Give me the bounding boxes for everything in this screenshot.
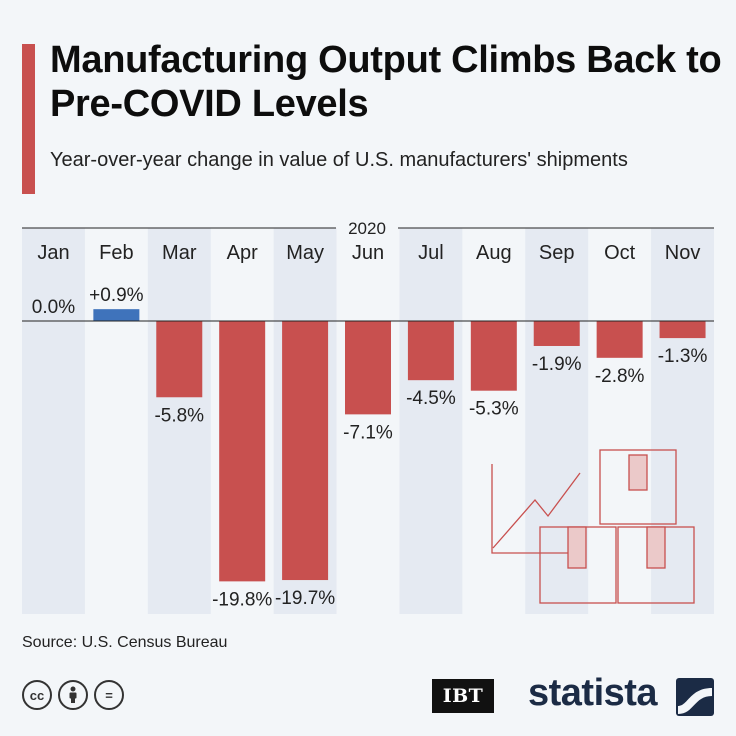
x-tick-label: Jul <box>418 242 444 264</box>
bar <box>282 321 329 581</box>
bar <box>93 309 140 321</box>
x-tick-label: Aug <box>476 242 512 264</box>
illustration-box <box>599 449 677 525</box>
data-label: -1.9% <box>532 354 582 375</box>
x-tick-label: Jan <box>37 242 69 264</box>
data-label: -19.7% <box>275 588 335 609</box>
illustration-tape <box>628 454 648 491</box>
data-label: -19.8% <box>212 589 272 610</box>
column-shade <box>399 228 463 614</box>
x-tick-label: Oct <box>604 242 636 264</box>
license-icons: cc = <box>22 680 124 710</box>
illustration-trend-line <box>492 472 581 549</box>
data-label: -7.1% <box>343 422 393 443</box>
data-label: -5.3% <box>469 399 519 420</box>
bar <box>345 321 391 415</box>
cc-icon: cc <box>22 680 52 710</box>
column-shade <box>22 228 85 614</box>
illustration-tape <box>646 526 666 569</box>
x-tick-label: Apr <box>227 242 258 264</box>
nd-icon: = <box>94 680 124 710</box>
bar <box>596 321 643 358</box>
chart-subtitle: Year-over-year change in value of U.S. m… <box>50 149 628 171</box>
source-note: Source: U.S. Census Bureau <box>22 634 228 651</box>
bar <box>533 321 580 346</box>
data-label: -2.8% <box>595 366 645 387</box>
x-tick-label: May <box>286 242 324 264</box>
x-tick-label: Jun <box>352 242 384 264</box>
data-label: -4.5% <box>406 388 456 409</box>
x-tick-label: Feb <box>99 242 133 264</box>
statista-mark-icon <box>676 678 714 716</box>
by-icon <box>58 680 88 710</box>
x-tick-label: Sep <box>539 242 575 264</box>
data-label: +0.9% <box>89 285 144 306</box>
bar <box>659 321 706 339</box>
bar <box>219 321 266 582</box>
chart-title: Manufacturing Output Climbs Back to Pre-… <box>50 39 722 125</box>
x-tick-label: Nov <box>665 242 701 264</box>
illustration-tape <box>567 526 587 569</box>
bar <box>470 321 517 391</box>
statista-logo: statista <box>528 672 658 714</box>
year-label: 2020 <box>348 219 386 238</box>
data-label: 0.0% <box>32 297 75 318</box>
x-tick-label: Mar <box>162 242 197 264</box>
bar <box>156 321 203 398</box>
title-accent-bar <box>22 44 35 194</box>
data-label: -1.3% <box>658 346 708 367</box>
ibt-logo: IBT <box>432 679 494 713</box>
illustration-axis <box>491 464 580 554</box>
data-label: -5.8% <box>154 405 204 426</box>
bar <box>407 321 454 381</box>
column-shade <box>147 228 211 614</box>
